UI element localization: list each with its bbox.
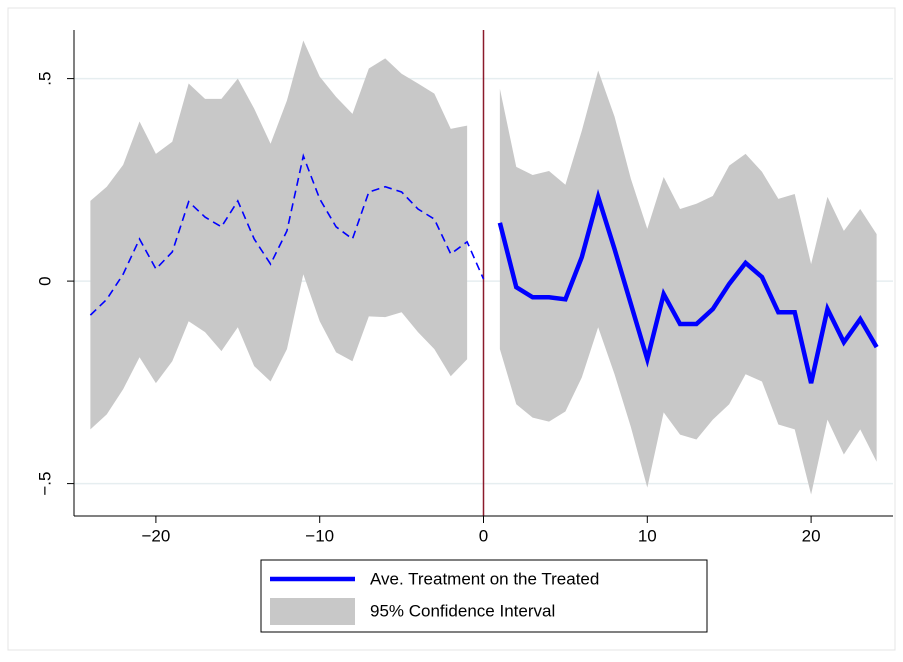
- x-tick-label: 0: [479, 526, 488, 545]
- x-tick-label: 10: [638, 526, 657, 545]
- confidence-band: [90, 40, 468, 430]
- x-tick-label: 20: [802, 526, 821, 545]
- legend-label: Ave. Treatment on the Treated: [370, 569, 599, 588]
- x-tick-label: −20: [141, 526, 170, 545]
- legend-items: Ave. Treatment on the Treated 95% Confide…: [270, 569, 599, 625]
- y-tick-label: 0: [35, 276, 54, 285]
- plot-area: [74, 30, 893, 516]
- legend-band: [270, 598, 355, 625]
- series-line: [89, 153, 485, 316]
- y-tick-label: −.5: [35, 472, 54, 496]
- confidence-band: [499, 70, 877, 495]
- legend-label: 95% Confidence Interval: [370, 601, 555, 620]
- x-tick-label: −10: [305, 526, 334, 545]
- series-line: [497, 188, 879, 384]
- y-tick-label: .5: [35, 72, 54, 86]
